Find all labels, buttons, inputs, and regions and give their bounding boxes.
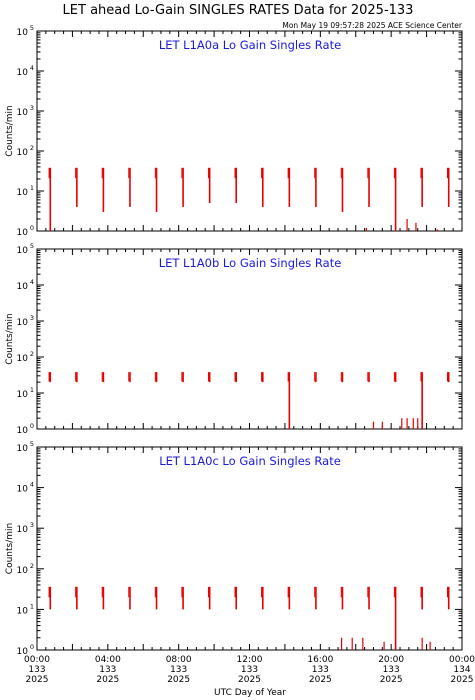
y-tick-exponent: 3 [30, 104, 34, 112]
y-tick-label: 10 [17, 390, 29, 400]
x-tick-label: 2025 [238, 675, 261, 685]
plot-frame [36, 248, 463, 430]
y-tick-label: 10 [17, 68, 29, 78]
panel-title: LET L1A0b Lo Gain Singles Rate [159, 256, 342, 270]
y-tick-label: 10 [17, 108, 29, 118]
y-tick-label: 10 [17, 485, 29, 495]
x-tick-label: 2025 [309, 675, 332, 685]
y-tick-label: 10 [17, 28, 29, 38]
y-tick-label: 10 [17, 282, 29, 292]
y-tick-exponent: 2 [30, 144, 34, 152]
y-tick-exponent: 1 [30, 602, 34, 610]
y-tick-label: 10 [17, 318, 29, 328]
y-tick-label: 10 [17, 354, 29, 364]
x-tick-label: 2025 [26, 675, 49, 685]
plot-frame [36, 446, 463, 651]
x-tick-label: 12:00 [237, 655, 263, 665]
x-tick-label: 2025 [96, 675, 119, 685]
y-tick-label: 10 [17, 188, 29, 198]
y-tick-label: 10 [17, 566, 29, 576]
y-tick-exponent: 2 [30, 350, 34, 358]
y-tick-label: 10 [17, 426, 29, 436]
x-tick-label: 2025 [451, 675, 474, 685]
plot-frame [36, 30, 463, 232]
y-tick-label: 10 [17, 228, 29, 238]
x-tick-label: 134 [453, 665, 470, 675]
y-tick-exponent: 5 [30, 440, 34, 448]
main-title: LET ahead Lo-Gain SINGLES RATES Data for… [63, 3, 414, 18]
panel-title: LET L1A0c Lo Gain Singles Rate [159, 454, 341, 468]
y-tick-exponent: 1 [30, 386, 34, 394]
y-tick-exponent: 2 [30, 562, 34, 570]
y-tick-label: 10 [17, 246, 29, 256]
x-tick-label: 133 [99, 665, 116, 675]
x-tick-label: 16:00 [307, 655, 333, 665]
y-tick-exponent: 0 [30, 422, 34, 430]
x-tick-label: 2025 [380, 675, 403, 685]
x-tick-label: 00:00 [449, 655, 475, 665]
y-tick-label: 10 [17, 444, 29, 454]
y-tick-label: 10 [17, 148, 29, 158]
y-tick-exponent: 4 [30, 481, 34, 489]
y-tick-exponent: 1 [30, 184, 34, 192]
y-tick-label: 10 [17, 606, 29, 616]
x-tick-label: 133 [28, 665, 45, 675]
x-tick-label: 08:00 [166, 655, 192, 665]
x-tick-label: 133 [170, 665, 187, 675]
x-tick-label: 20:00 [378, 655, 404, 665]
y-tick-exponent: 4 [30, 278, 34, 286]
y-tick-exponent: 0 [30, 643, 34, 651]
y-tick-exponent: 4 [30, 64, 34, 72]
y-tick-exponent: 0 [30, 224, 34, 232]
y-tick-exponent: 3 [30, 521, 34, 529]
x-tick-label: 133 [312, 665, 329, 675]
panel-title: LET L1A0a Lo Gain Singles Rate [159, 38, 341, 52]
x-axis-label: UTC Day of Year [214, 688, 286, 698]
y-tick-label: 10 [17, 525, 29, 535]
y-tick-exponent: 5 [30, 24, 34, 32]
y-axis-label: Counts/min [5, 105, 15, 156]
x-tick-label: 133 [241, 665, 258, 675]
y-axis-label: Counts/min [5, 313, 15, 364]
x-tick-label: 2025 [167, 675, 190, 685]
timestamp: Mon May 19 09:57:28 2025 ACE Science Cen… [282, 21, 463, 30]
y-axis-label: Counts/min [5, 523, 15, 574]
y-tick-exponent: 5 [30, 242, 34, 250]
y-tick-label: 10 [17, 647, 29, 657]
x-tick-label: 00:00 [24, 655, 50, 665]
y-tick-exponent: 3 [30, 314, 34, 322]
x-tick-label: 133 [383, 665, 400, 675]
x-tick-label: 04:00 [95, 655, 121, 665]
